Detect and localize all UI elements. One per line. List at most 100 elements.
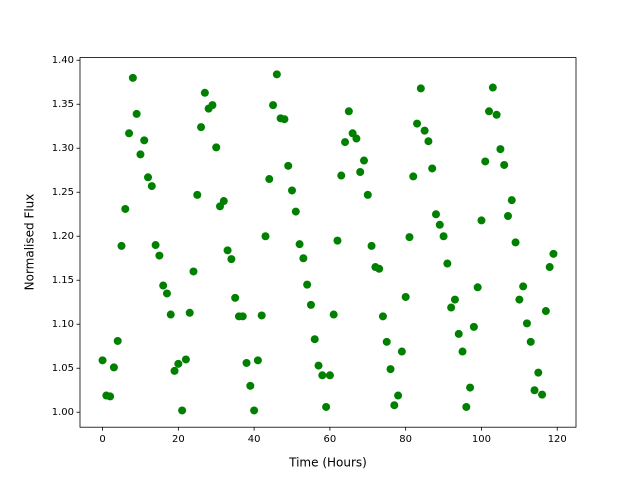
y-tick-label: 1.35 (52, 99, 74, 110)
point (356, 168, 365, 176)
point (288, 186, 297, 195)
point (238, 312, 247, 321)
point (227, 255, 236, 264)
point (466, 383, 475, 392)
point (378, 312, 387, 321)
point (113, 336, 122, 345)
y-tick-label: 1.00 (52, 407, 74, 418)
point (454, 329, 463, 338)
point (144, 173, 153, 182)
point (382, 337, 391, 346)
point (140, 136, 149, 145)
point (303, 280, 312, 289)
point (219, 197, 228, 206)
point (401, 292, 410, 301)
x-tick-label: 0 (99, 434, 105, 445)
point (481, 157, 490, 166)
point (269, 101, 278, 110)
point (310, 335, 319, 344)
point (257, 311, 266, 320)
point (424, 137, 433, 146)
point (359, 156, 368, 165)
point (151, 241, 160, 250)
point (265, 175, 274, 184)
point (98, 356, 107, 365)
point (250, 406, 259, 415)
point (197, 123, 206, 132)
point (447, 303, 456, 312)
y-tick-label: 1.15 (52, 275, 74, 286)
point (159, 281, 168, 290)
x-tick-label: 120 (548, 434, 567, 445)
point (503, 212, 512, 220)
plot-frame (79, 57, 577, 428)
point (125, 129, 134, 138)
point (272, 70, 281, 79)
point (352, 134, 361, 143)
point (363, 190, 372, 199)
x-tick-label: 80 (399, 434, 412, 445)
point (507, 196, 516, 205)
point (341, 138, 350, 147)
point (314, 361, 323, 370)
point (534, 368, 543, 377)
point (174, 359, 183, 368)
point (413, 119, 422, 128)
x-tick-label: 40 (248, 434, 261, 445)
point (469, 322, 478, 331)
point (500, 160, 509, 169)
point (431, 210, 440, 219)
point (344, 107, 353, 116)
point (246, 381, 255, 390)
point (541, 307, 550, 316)
point (106, 392, 115, 401)
point (511, 238, 520, 247)
point (318, 371, 327, 380)
point (178, 406, 187, 415)
point (386, 365, 395, 374)
point (420, 126, 429, 135)
point (545, 263, 554, 272)
point (473, 283, 482, 292)
point (253, 356, 262, 365)
point (522, 319, 531, 328)
point (443, 259, 452, 268)
point (223, 246, 232, 255)
point (435, 220, 444, 229)
point (280, 115, 289, 124)
point (515, 295, 524, 304)
point (492, 110, 501, 119)
point (333, 236, 342, 245)
point (397, 347, 406, 356)
y-axis-label: Normalised Flux (23, 194, 37, 291)
point (428, 164, 437, 173)
y-tick-label: 1.25 (52, 187, 74, 198)
point (189, 267, 198, 276)
point (208, 101, 217, 110)
y-tick-label: 1.40 (52, 55, 74, 66)
point (416, 84, 425, 93)
point (166, 310, 175, 319)
point (329, 310, 338, 319)
point (322, 402, 331, 411)
point (242, 358, 251, 367)
point (284, 161, 293, 170)
point (185, 308, 194, 317)
y-tick-label: 1.10 (52, 319, 74, 330)
point (394, 391, 403, 400)
point (193, 190, 202, 199)
point (477, 216, 486, 225)
point (538, 390, 547, 399)
point (162, 289, 171, 298)
point (291, 207, 300, 216)
point (462, 402, 471, 411)
point (212, 143, 221, 152)
point (132, 109, 141, 118)
point (367, 241, 376, 250)
point (147, 182, 156, 191)
point (337, 171, 346, 180)
point (200, 88, 209, 97)
point (109, 363, 118, 372)
